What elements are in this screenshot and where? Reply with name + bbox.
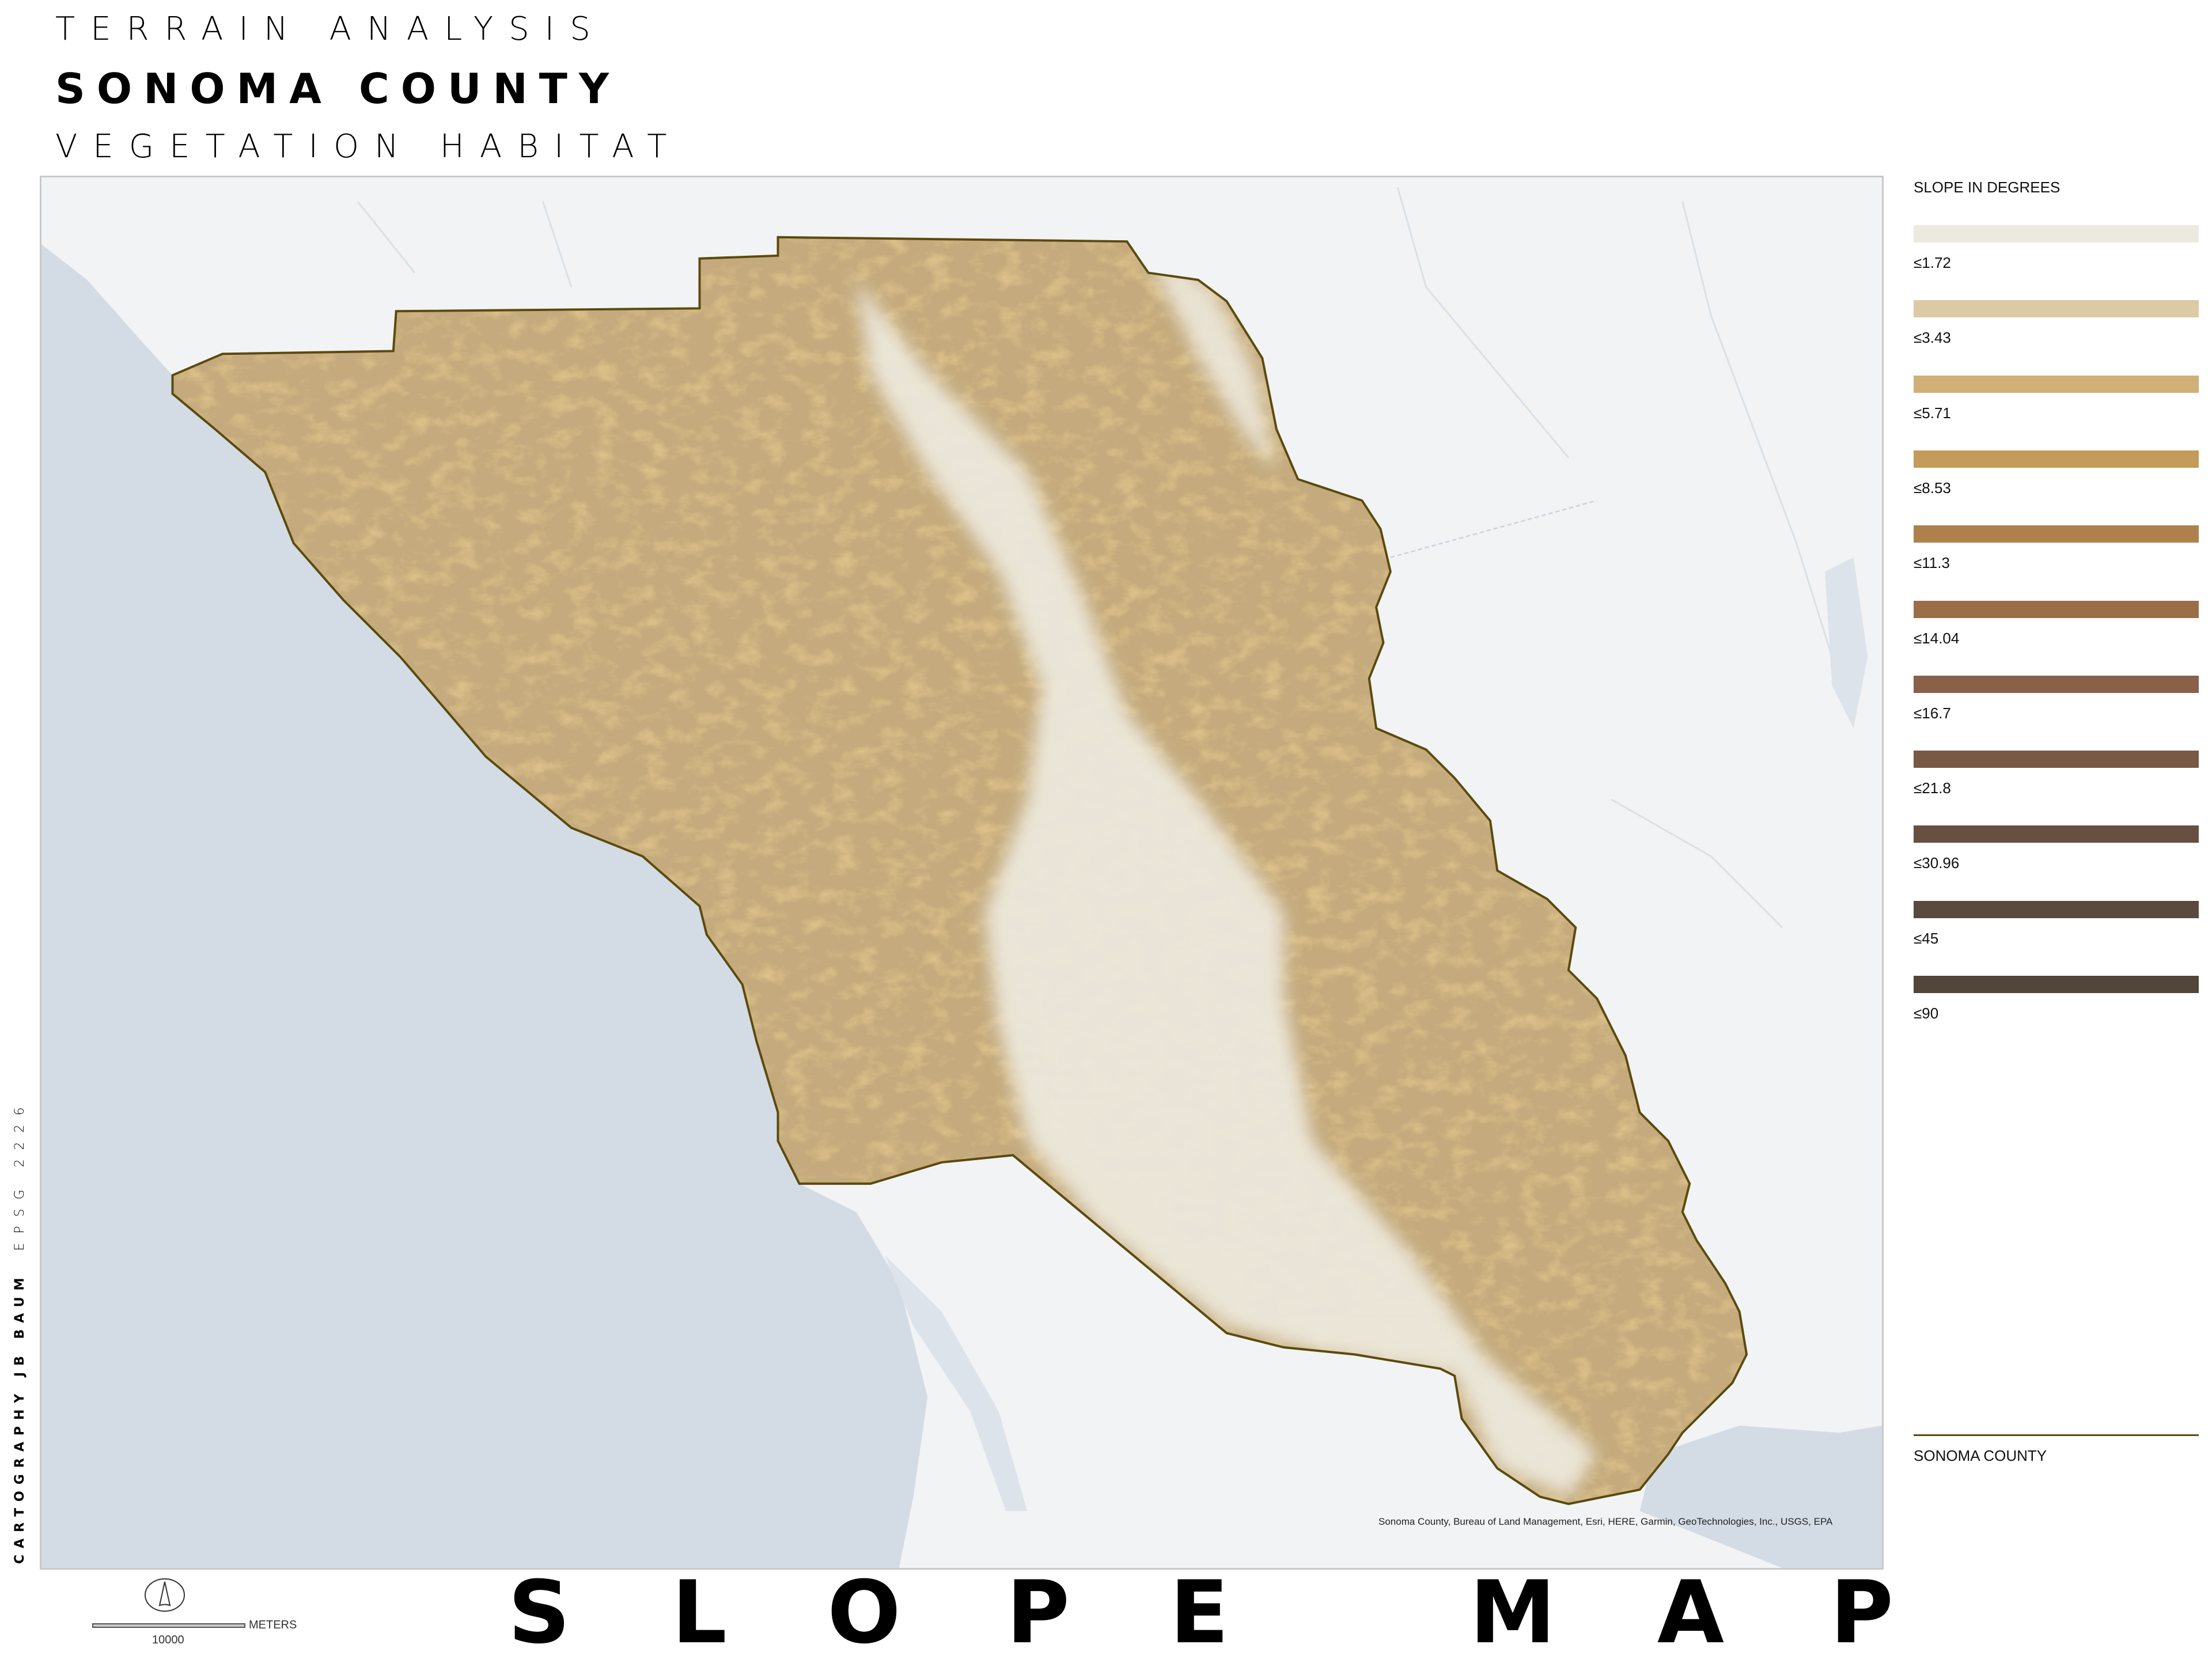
legend-label: ≤21.8 <box>1914 779 1951 797</box>
legend-item: ≤14.04 <box>1914 600 2199 647</box>
legend-label: ≤14.04 <box>1914 629 1960 647</box>
legend-item: ≤16.7 <box>1914 675 2199 722</box>
footer-title-letter: P <box>1006 1563 1070 1663</box>
legend-label: ≤11.3 <box>1914 554 1950 572</box>
legend-item: ≤21.8 <box>1914 751 2199 797</box>
legend-item: ≤1.72 <box>1914 225 2199 272</box>
legend-swatch <box>1914 751 2199 768</box>
footer-title-letter: O <box>827 1563 901 1663</box>
title-sonoma-county: SONOMA COUNTY <box>55 65 620 113</box>
slope-map[interactable] <box>41 177 1882 1568</box>
footer-title-letter: L <box>672 1563 727 1663</box>
scale-units: METERS <box>249 1619 297 1631</box>
legend-label: ≤1.72 <box>1914 254 1951 271</box>
legend-title: SLOPE IN DEGREES <box>1914 179 2061 196</box>
legend-label: ≤5.71 <box>1914 404 1951 422</box>
suisun-marsh <box>1825 557 1868 729</box>
legend-swatch <box>1914 675 2199 693</box>
footer-title-letter: A <box>1657 1563 1725 1663</box>
legend-swatch <box>1914 225 2199 243</box>
legend-swatch <box>1914 450 2199 468</box>
legend-swatch <box>1914 375 2199 393</box>
credits-projection: EPSG 2226 <box>13 1098 27 1251</box>
credits-vertical: CARTOGRAPHY JB BAUM EPSG 2226 <box>13 1098 27 1564</box>
legend-item: ≤5.71 <box>1914 375 2199 422</box>
scale-bar <box>92 1623 245 1628</box>
legend-label: ≤3.43 <box>1914 329 1951 347</box>
legend-item: ≤90 <box>1914 976 2199 1022</box>
legend-swatch <box>1914 900 2199 918</box>
footer-title-letter: S <box>507 1563 571 1663</box>
title-vegetation-habitat: VEGETATION HABITAT <box>55 128 683 165</box>
legend-label: ≤16.7 <box>1914 704 1951 722</box>
legend-swatch <box>1914 825 2199 843</box>
scale-value: 10000 <box>152 1634 184 1646</box>
map-frame[interactable] <box>40 176 1884 1570</box>
legend-label: ≤30.96 <box>1914 854 1960 872</box>
tomales-bay <box>884 1255 1028 1512</box>
legend-swatch <box>1914 600 2199 618</box>
legend-item: ≤8.53 <box>1914 450 2199 497</box>
legend-swatch <box>1914 300 2199 318</box>
legend-item: ≤30.96 <box>1914 825 2199 872</box>
footer-title-letter: P <box>1830 1563 1893 1663</box>
legend-swatch <box>1914 976 2199 993</box>
san-pablo-bay <box>1639 1425 1882 1568</box>
legend-label: ≤90 <box>1914 1005 1939 1022</box>
north-arrow-icon <box>145 1578 185 1612</box>
legend-item: ≤45 <box>1914 900 2199 948</box>
legend-item: ≤11.3 <box>1914 525 2199 572</box>
footer-title-letter: M <box>1469 1563 1556 1663</box>
legend-label: ≤8.53 <box>1914 479 1951 497</box>
map-attribution: Sonoma County, Bureau of Land Management… <box>1378 1516 1833 1527</box>
credits-author: CARTOGRAPHY JB BAUM <box>13 1271 27 1564</box>
legend-label: ≤45 <box>1914 929 1939 947</box>
legend-county-boundary-swatch <box>1914 1434 2199 1436</box>
rivers <box>357 187 1833 929</box>
footer-title-letter: E <box>1169 1563 1229 1663</box>
title-terrain-analysis: TERRAIN ANALYSIS <box>55 10 606 48</box>
county-boundary-napa <box>1390 499 1597 558</box>
legend-county-boundary-label: SONOMA COUNTY <box>1914 1447 2047 1464</box>
legend-item: ≤3.43 <box>1914 300 2199 347</box>
pacific-ocean <box>41 244 928 1568</box>
legend-swatch <box>1914 525 2199 543</box>
